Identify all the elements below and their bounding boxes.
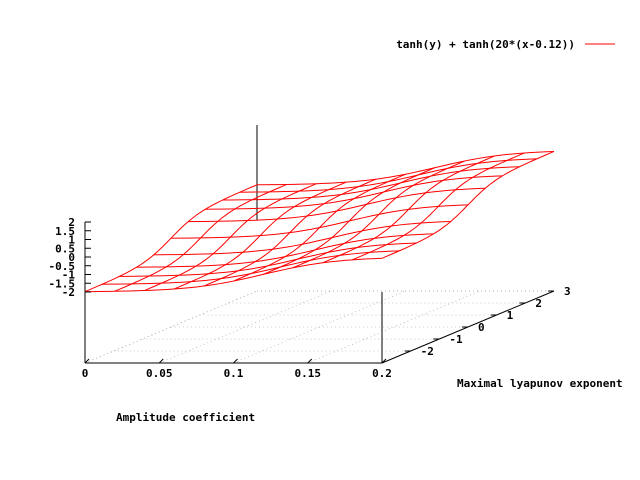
surface-line-y	[239, 158, 537, 193]
surface-line-y	[222, 166, 520, 201]
surface-mesh	[84, 150, 555, 293]
z-tick-label: 2	[68, 216, 75, 229]
surface-line-y	[84, 257, 383, 293]
x-tick-label: 0.2	[372, 367, 392, 380]
x-tick	[158, 358, 164, 364]
legend: tanh(y) + tanh(20*(x-0.12))	[396, 38, 615, 51]
x-tick-label: 0.15	[295, 367, 322, 380]
y-tick-label: 1	[507, 309, 514, 322]
z-tick-label: 1.5	[55, 225, 75, 238]
z-tick-label: -1.5	[49, 277, 76, 290]
x-tick-label: 0.05	[146, 367, 173, 380]
base-gridline-x	[159, 290, 332, 364]
x-tick	[381, 358, 387, 364]
surface-line-x	[352, 152, 525, 261]
legend-label: tanh(y) + tanh(20*(x-0.12))	[396, 38, 575, 51]
y-tick-label: -2	[421, 345, 434, 358]
y-tick-label: 3	[564, 285, 571, 298]
z-tick-label: 0	[68, 251, 75, 264]
y-tick-label: 0	[478, 321, 485, 334]
surface-line-y	[205, 175, 503, 210]
z-tick-label: 1	[68, 234, 75, 247]
z-tick-label: -1	[62, 269, 76, 282]
surface-line-x	[381, 150, 555, 259]
z-tick-label: -2	[62, 286, 75, 299]
x-tick-label: 0.1	[224, 367, 244, 380]
base-gridline-x	[307, 290, 480, 364]
z-tick-label: -0.5	[49, 260, 76, 273]
x-tick	[307, 358, 313, 364]
x-tick	[84, 358, 90, 364]
y-axis-title: Maximal lyapunov exponent	[457, 377, 623, 390]
surface-line-y	[188, 187, 486, 223]
surface-line-x	[292, 160, 466, 269]
x-tick-label: 0	[82, 367, 89, 380]
axis-ticks: -2-1.5-1-0.500.511.520 0.05 0.1 0.15 0.2-2-1…	[49, 216, 571, 380]
surface-line-y	[256, 150, 555, 186]
surface-line-x	[263, 167, 436, 275]
surface-line-y	[170, 204, 469, 239]
y-tick-label: -1	[449, 333, 463, 346]
x-tick	[233, 358, 238, 364]
surface-line-x	[322, 155, 495, 264]
y-tick-label: 2	[535, 297, 542, 310]
x-axis-title: Amplitude coefficient	[116, 411, 255, 424]
z-tick-label: 0.5	[55, 242, 75, 255]
